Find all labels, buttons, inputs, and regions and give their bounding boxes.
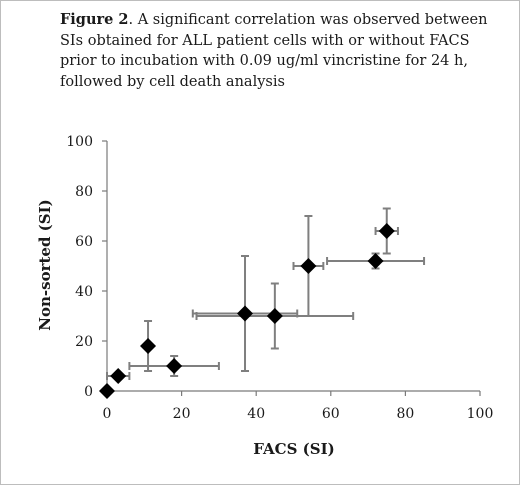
data-point-marker	[378, 223, 395, 239]
x-tick-label: 40	[247, 406, 265, 422]
data-point-marker	[266, 308, 283, 324]
y-tick-label: 60	[75, 234, 93, 250]
x-ticks: 0 20 40 60 80 100	[103, 391, 494, 422]
data-point-marker	[166, 358, 183, 374]
y-tick-label: 20	[75, 334, 93, 350]
y-tick-label: 100	[66, 134, 93, 150]
figure-caption: Figure 2. A significant correlation was …	[60, 10, 500, 92]
caption-text: . A significant correlation was observed…	[60, 12, 488, 90]
y-tick-label: 80	[75, 184, 93, 200]
y-ticks: 0 20 40 60 80 100	[66, 134, 107, 400]
error-bars	[106, 207, 426, 380]
y-tick-label: 0	[84, 384, 93, 400]
x-axis-label: FACS (SI)	[253, 440, 334, 458]
data-point-marker	[140, 338, 157, 354]
x-tick-label: 100	[467, 406, 494, 422]
x-tick-label: 80	[396, 406, 414, 422]
data-markers	[99, 223, 395, 399]
data-point-marker	[110, 368, 127, 384]
data-point-marker	[99, 383, 115, 399]
data-point-marker	[367, 253, 384, 269]
y-tick-label: 40	[75, 284, 93, 300]
data-point-marker	[300, 258, 317, 274]
x-tick-label: 60	[322, 406, 340, 422]
axes	[106, 141, 480, 392]
data-point-marker	[237, 305, 254, 322]
figure-label: Figure 2	[60, 11, 129, 28]
x-tick-label: 20	[173, 406, 191, 422]
x-tick-label: 0	[103, 406, 112, 422]
y-axis-label: Non-sorted (SI)	[36, 199, 54, 330]
